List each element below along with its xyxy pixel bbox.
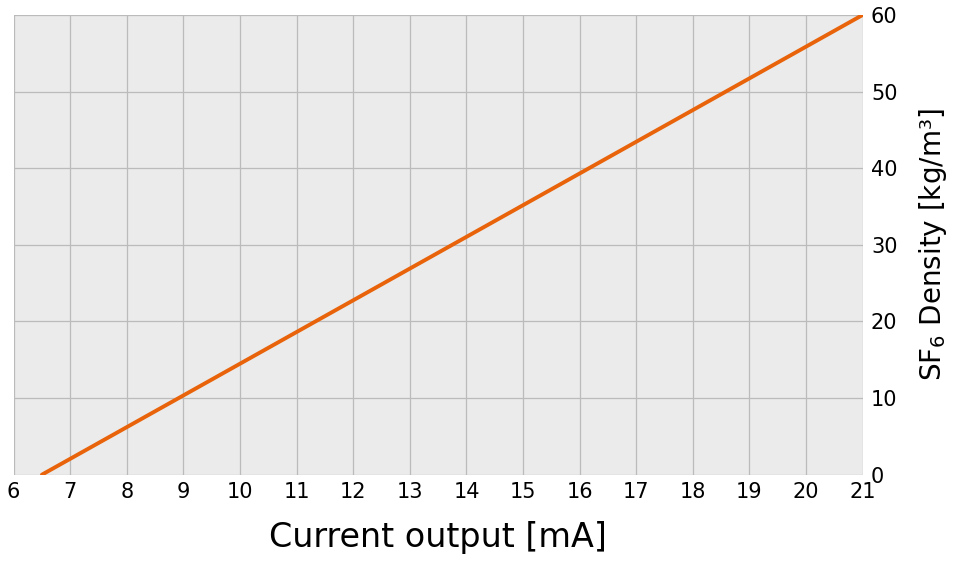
- X-axis label: Current output [mA]: Current output [mA]: [270, 521, 607, 554]
- Y-axis label: $\mathregular{SF_6}$ Density [kg/m³]: $\mathregular{SF_6}$ Density [kg/m³]: [917, 108, 949, 381]
